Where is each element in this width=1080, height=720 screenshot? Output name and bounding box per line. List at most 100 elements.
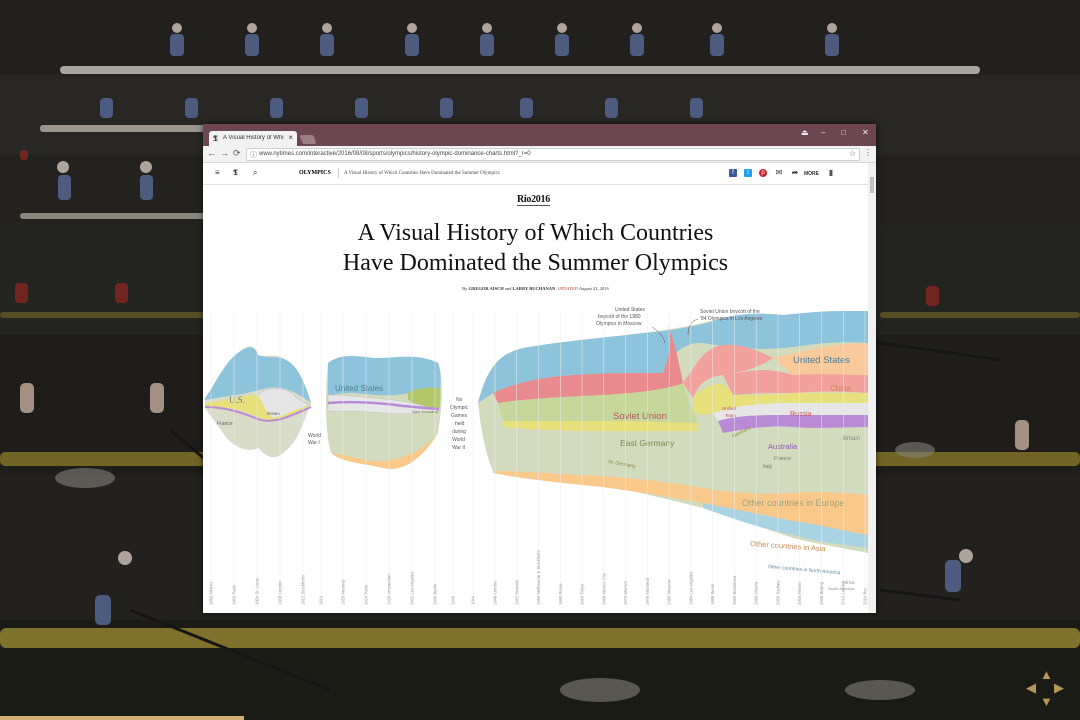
- maximize-icon[interactable]: □: [841, 128, 846, 137]
- headline-line-1: A Visual History of Which Countries: [357, 220, 714, 246]
- year-tick-label: 1988 Seoul: [710, 584, 715, 605]
- year-tick-label: 1984 Los Angeles: [688, 572, 693, 605]
- url-text[interactable]: www.nytimes.com/interactive/2016/08/08/s…: [259, 151, 531, 157]
- rio-2016-kicker[interactable]: Rio2016: [517, 194, 550, 206]
- share-icon[interactable]: ➦: [791, 168, 799, 177]
- era2-germany: [408, 387, 441, 411]
- label-nazi-germany: Nazi Germany: [412, 409, 438, 414]
- hamburger-menu-icon[interactable]: ≡: [215, 168, 220, 177]
- year-tick-label: 2000 Sydney: [775, 580, 780, 605]
- label-russia: Russia: [790, 411, 812, 418]
- era3-ussr: [493, 323, 683, 403]
- scrollbar[interactable]: [868, 163, 876, 613]
- era2-asia: [331, 433, 438, 469]
- year-tick-label: 1992 Barcelona: [732, 575, 737, 605]
- label-britain-early: Britain: [267, 411, 280, 416]
- year-tick-label: 1928 Amsterdam: [387, 573, 392, 605]
- facebook-icon[interactable]: f: [729, 169, 737, 177]
- year-tick-label: 1960 Rome: [558, 583, 563, 605]
- annotation-ww1-2: War I: [308, 440, 320, 446]
- nav-up-icon[interactable]: ▲: [1040, 667, 1053, 682]
- author-link[interactable]: LARRY BUCHANAN: [512, 286, 556, 291]
- twitter-icon[interactable]: t: [744, 169, 752, 177]
- back-icon[interactable]: ←: [207, 148, 216, 158]
- era3-egermany: [498, 383, 698, 423]
- annotation-1980-line1: United States: [615, 307, 646, 313]
- era3-asia: [493, 471, 868, 535]
- more-share-button[interactable]: MORE: [804, 171, 819, 177]
- annotation-ww1-1: World: [308, 433, 321, 439]
- nav-left-icon[interactable]: ◀: [1026, 680, 1036, 695]
- browser-menu-icon[interactable]: ⋮: [864, 148, 872, 157]
- new-tab-button[interactable]: [299, 135, 317, 144]
- divider: [338, 168, 339, 178]
- slide-progress-bar: [0, 716, 244, 720]
- close-window-icon[interactable]: ✕: [862, 128, 869, 137]
- era3-wgermany: [503, 421, 698, 431]
- year-tick-label: 1972 Munich: [623, 580, 628, 605]
- era2-us: [328, 355, 441, 396]
- year-tick-label: 1936 Berlin: [433, 583, 438, 605]
- author-link[interactable]: GREGOR AISCH: [468, 286, 504, 291]
- info-icon[interactable]: ⓘ: [250, 152, 257, 159]
- annotations: United States boycott of the 1980 Olympi…: [308, 307, 763, 451]
- year-tick-label: 1900 Paris: [232, 585, 237, 605]
- email-icon[interactable]: ✉: [775, 168, 783, 177]
- year-tick-label: 1964 Tokyo: [580, 583, 585, 605]
- tab-close-icon[interactable]: ×: [288, 133, 293, 142]
- save-icon[interactable]: ▮: [827, 168, 835, 177]
- nyt-logo-icon[interactable]: 𝕿: [233, 168, 238, 177]
- label-italy: Italy: [763, 464, 773, 470]
- nyt-header-bar: ≡ 𝕿 ⌕ OLYMPICS A Visual History of Which…: [203, 163, 868, 185]
- label-china: China: [830, 384, 851, 393]
- era3-ussr2: [683, 344, 773, 398]
- era3-russia: [723, 370, 868, 395]
- reload-icon[interactable]: ⟳: [233, 148, 241, 158]
- label-w-germany: W. Germany: [608, 459, 637, 470]
- updated-date: August 22, 2016: [578, 286, 609, 291]
- bookmark-star-icon[interactable]: ☆: [848, 149, 856, 158]
- year-tick-label: 2012 London: [841, 580, 846, 605]
- label-britain: Britain: [843, 436, 860, 442]
- nav-right-icon[interactable]: ▶: [1054, 680, 1064, 695]
- article-title-small: A Visual History of Which Countries Have…: [344, 171, 500, 176]
- era1-germany-band: [205, 395, 311, 421]
- scrollbar-thumb[interactable]: [870, 177, 874, 193]
- browser-tab[interactable]: 𝕿 A Visual History of Whi ×: [209, 131, 297, 146]
- address-bar[interactable]: ⓘ www.nytimes.com/interactive/2016/08/08…: [246, 148, 860, 161]
- browser-window: 𝕿 A Visual History of Whi × ⏏ – □ ✕ ← → …: [203, 124, 876, 613]
- label-unified-team-2: Team: [725, 413, 736, 418]
- annotation-1980-line3: Olympics in Moscow: [596, 321, 642, 327]
- year-tick-label: 1996 Atlanta: [754, 581, 759, 605]
- olympic-dominance-streamgraph: U.S. France Britain United States Nazi G…: [204, 307, 868, 605]
- year-tick-label: 1940: [451, 595, 456, 605]
- tab-title: A Visual History of Whi: [223, 135, 284, 141]
- byline-prefix: By: [462, 286, 468, 291]
- era3-na: [703, 503, 868, 548]
- era3-us: [478, 311, 868, 403]
- browser-toolbar: ← → ⟳ ⓘ www.nytimes.com/interactive/2016…: [203, 146, 876, 163]
- pinterest-icon[interactable]: p: [759, 169, 767, 177]
- era3-china: [773, 343, 868, 375]
- era3-germany: [693, 383, 868, 415]
- year-tick-label: 1944: [471, 595, 476, 605]
- x-axis: 1896 Athens 1900 Paris 1904 St. Louis 1908 …: [209, 311, 868, 605]
- annotation-1980-arrow: [651, 326, 666, 344]
- nav-down-icon[interactable]: ▼: [1040, 694, 1053, 709]
- era1-purple: [204, 406, 312, 422]
- section-link[interactable]: OLYMPICS: [299, 170, 331, 176]
- year-tick-label: 1976 Montreal: [645, 578, 650, 605]
- annotation-1984-arrow: [687, 318, 699, 336]
- year-tick-label: 2004 Athens: [797, 582, 802, 605]
- account-icon[interactable]: ⏏: [801, 128, 809, 137]
- minimize-icon[interactable]: –: [821, 128, 826, 137]
- title-bar: 𝕿 A Visual History of Whi × ⏏ – □ ✕: [203, 124, 876, 146]
- web-page: ≡ 𝕿 ⌕ OLYMPICS A Visual History of Which…: [203, 163, 868, 613]
- search-icon[interactable]: ⌕: [253, 168, 258, 177]
- annotation-ww2-3: Games: [451, 413, 468, 419]
- forward-icon[interactable]: →: [220, 148, 229, 158]
- era2-purple: [327, 400, 440, 411]
- year-tick-label: 1956 Melbourne & Stockholm: [536, 550, 541, 605]
- label-australia: Australia: [768, 442, 798, 451]
- stream-areas: [204, 311, 868, 553]
